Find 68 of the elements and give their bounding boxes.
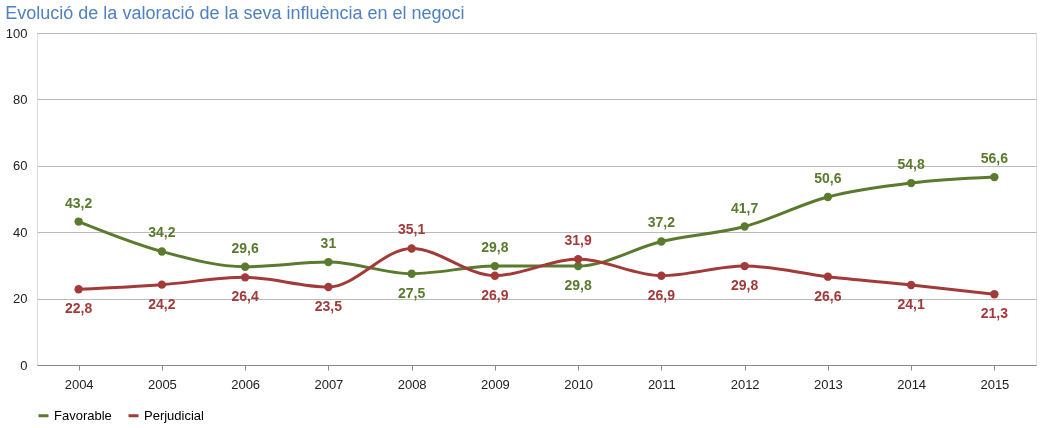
legend-label: Favorable — [54, 407, 112, 423]
y-tick-label: 20 — [13, 291, 28, 307]
point — [157, 247, 167, 256]
data-label: 35,1 — [398, 221, 426, 238]
data-label: 34,2 — [148, 224, 176, 241]
data-label: 56,6 — [980, 150, 1009, 167]
data-label: 31 — [320, 235, 337, 252]
data-label: 26,4 — [231, 288, 259, 305]
x-tick-label: 2010 — [564, 376, 594, 392]
point — [740, 261, 749, 271]
point — [823, 192, 833, 202]
point — [906, 178, 916, 188]
point — [240, 273, 250, 282]
point — [657, 271, 666, 280]
data-label: 50,6 — [814, 170, 842, 187]
data-label: 21,3 — [980, 305, 1009, 322]
data-label: 31,9 — [564, 232, 592, 249]
point — [324, 282, 333, 292]
point — [407, 269, 416, 278]
point — [490, 271, 500, 280]
data-label: 27,5 — [398, 284, 426, 301]
y-tick-label: 60 — [13, 158, 28, 174]
data-label: 26,9 — [481, 286, 509, 303]
data-label: 24,2 — [148, 295, 176, 312]
data-label: 54,8 — [897, 156, 925, 173]
point — [823, 272, 833, 281]
chart-title: Evolució de la valoració de la seva influència en el negoci — [5, 3, 465, 23]
data-label: 43,2 — [65, 194, 93, 211]
x-tick-label: 2008 — [397, 376, 427, 392]
x-tick-label: 2015 — [980, 376, 1010, 392]
point — [74, 285, 83, 294]
point — [740, 222, 749, 231]
point — [990, 290, 999, 299]
point — [407, 244, 416, 253]
x-tick-label: 2004 — [64, 376, 94, 392]
point — [324, 257, 333, 267]
data-label: 41,7 — [731, 199, 759, 216]
x-tick-label: 2005 — [147, 376, 177, 392]
x-tick-label: 2007 — [314, 376, 344, 392]
data-label: 26,6 — [814, 287, 842, 304]
point — [157, 280, 167, 289]
data-label: 37,2 — [647, 214, 676, 231]
legend-label: Perjudicial — [144, 407, 205, 423]
x-tick-label: 2013 — [813, 376, 843, 392]
point — [990, 172, 999, 182]
point — [906, 280, 916, 290]
x-tick-label: 2014 — [897, 376, 927, 392]
data-label: 29,6 — [231, 239, 259, 256]
x-tick-label: 2011 — [647, 376, 676, 392]
data-label: 29,8 — [564, 277, 592, 294]
data-label: 24,1 — [897, 295, 925, 312]
point — [490, 261, 500, 271]
point — [657, 237, 666, 246]
y-tick-label: 80 — [13, 91, 28, 107]
x-tick-label: 2009 — [480, 376, 510, 392]
y-tick-label: 0 — [20, 357, 28, 373]
point — [573, 254, 583, 264]
data-label: 29,8 — [481, 239, 509, 256]
point — [74, 217, 83, 226]
y-tick-label: 100 — [5, 25, 28, 41]
data-label: 22,8 — [65, 300, 93, 317]
point — [240, 262, 250, 271]
data-label: 26,9 — [647, 286, 676, 303]
x-tick-label: 2012 — [730, 376, 760, 392]
y-tick-label: 40 — [13, 224, 28, 240]
data-label: 23,5 — [314, 297, 343, 314]
data-label: 29,8 — [731, 277, 759, 294]
x-tick-label: 2006 — [231, 376, 261, 392]
